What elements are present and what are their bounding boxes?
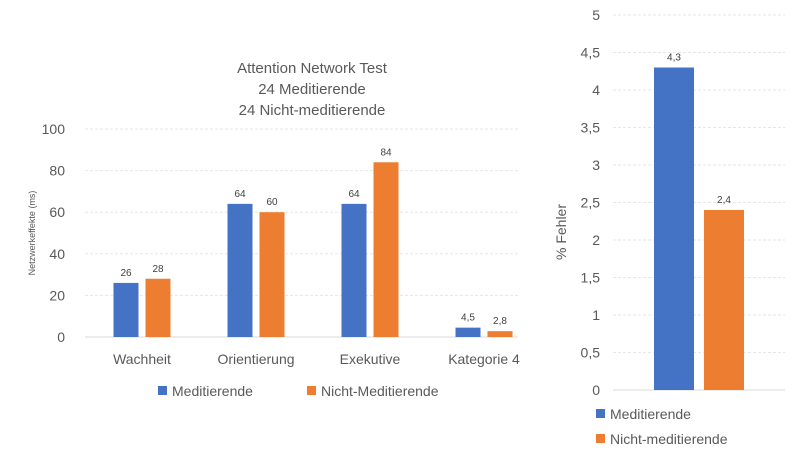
data-label: 28 [152, 264, 164, 275]
data-label: 60 [266, 197, 278, 208]
y-tick-label: 3 [592, 157, 600, 173]
bar [341, 203, 367, 337]
legend-label: Nicht-Meditierende [321, 383, 439, 399]
data-label: 4,5 [461, 313, 475, 324]
bar [145, 278, 171, 337]
bar [654, 67, 694, 390]
bar [704, 210, 744, 390]
y-tick-label: 4 [592, 82, 600, 98]
y-axis-label: Netzwerkeffekte (ms) [27, 191, 37, 276]
data-label: 26 [120, 268, 132, 279]
legend-label: Meditierende [610, 406, 691, 422]
y-tick-label: 0,5 [581, 345, 601, 361]
y-axis-label: % Fehler [553, 204, 569, 260]
y-tick-label: 60 [49, 204, 65, 220]
y-tick-label: 2,5 [581, 195, 601, 211]
y-tick-label: 40 [49, 246, 65, 262]
y-tick-label: 1 [592, 307, 600, 323]
y-tick-label: 1,5 [581, 270, 601, 286]
x-tick-label: Exekutive [340, 351, 401, 367]
bar [487, 331, 513, 337]
bar [373, 162, 399, 337]
data-label: 2,8 [493, 316, 507, 327]
y-tick-label: 20 [49, 287, 65, 303]
x-tick-label: Orientierung [217, 351, 294, 367]
data-label: 64 [234, 189, 246, 200]
legend-label: Nicht-meditierende [610, 431, 728, 447]
bar [259, 212, 285, 337]
x-tick-label: Wachheit [113, 351, 171, 367]
y-tick-label: 5 [592, 7, 600, 23]
y-tick-label: 4,5 [581, 45, 601, 61]
y-tick-label: 0 [592, 382, 600, 398]
y-tick-label: 0 [57, 329, 65, 345]
chart-attention-network-test: Attention Network Test 24 Meditierende 24 … [27, 60, 520, 399]
y-tick-label: 100 [42, 121, 66, 137]
chart-title-line: 24 Meditierende [258, 81, 366, 98]
bar [227, 203, 253, 337]
legend-label: Meditierende [172, 383, 253, 399]
chart-title-line: Attention Network Test [237, 60, 388, 77]
legend-swatch [596, 409, 605, 418]
x-tick-label: Kategorie 4 [448, 351, 520, 367]
data-label: 64 [348, 189, 360, 200]
legend-swatch [307, 386, 316, 395]
legend-swatch [596, 434, 605, 443]
data-label: 4,3 [667, 53, 681, 64]
y-tick-label: 3,5 [581, 120, 601, 136]
bar [113, 282, 139, 337]
y-tick-label: 2 [592, 232, 600, 248]
data-label: 84 [380, 147, 392, 158]
bar [455, 327, 481, 337]
chart-error-rate: 0 0,5 1 1,5 2 2,5 3 3,5 4 4,5 5 % Fehler 4,3 2,4 Medit… [553, 7, 785, 447]
legend-swatch [158, 386, 167, 395]
y-tick-label: 80 [49, 163, 65, 179]
chart-title-line: 24 Nicht-meditierende [239, 102, 386, 119]
data-label: 2,4 [717, 195, 731, 206]
